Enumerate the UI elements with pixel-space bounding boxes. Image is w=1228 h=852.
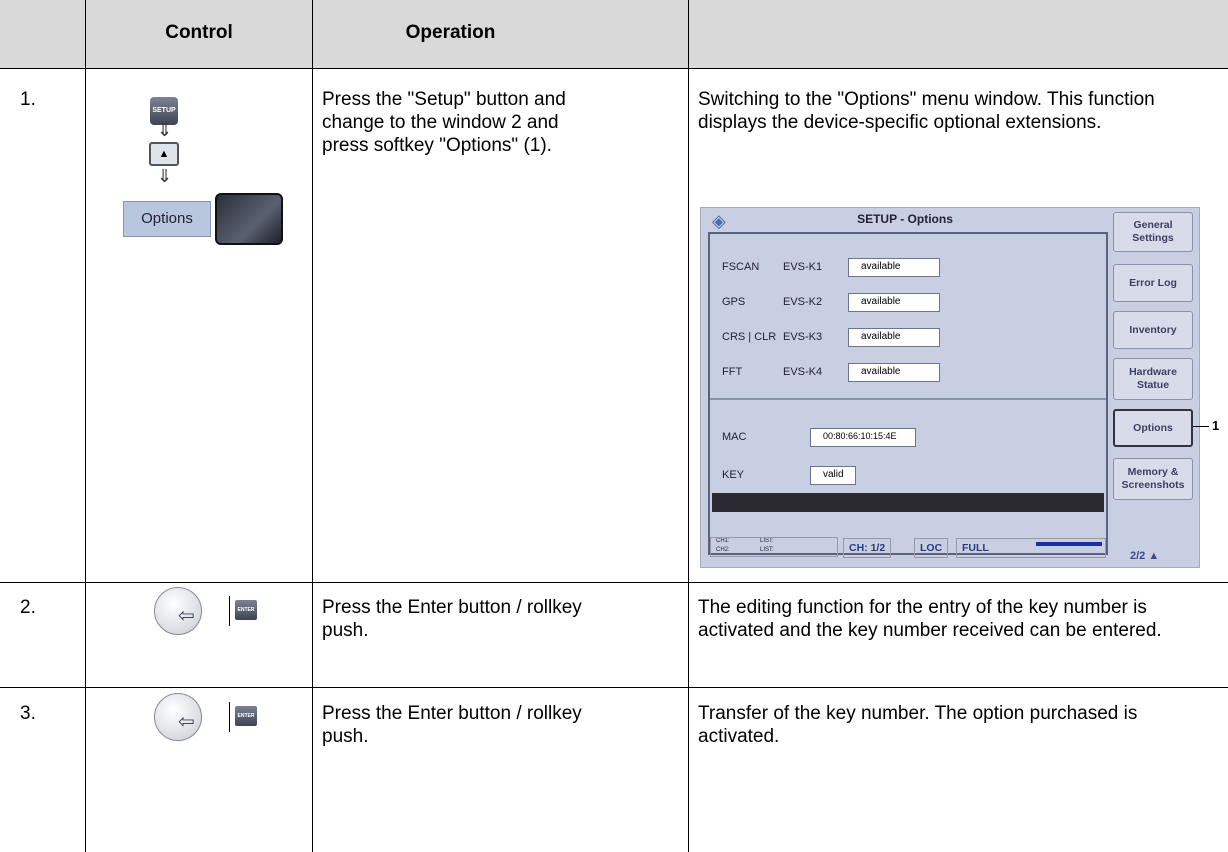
rollkey [154, 693, 202, 741]
col-line [312, 0, 313, 852]
status-left: LIST: [760, 547, 774, 553]
rollkey [154, 587, 202, 635]
option-name: FSCAN [722, 261, 760, 273]
description: Switching to the "Options" menu window. … [698, 89, 1155, 133]
option-name: CRS | CLR [722, 331, 777, 343]
enter-button: ENTER [235, 600, 257, 620]
softkey: Options [1113, 409, 1193, 447]
operation: Press the Enter button / rollkey push. [322, 597, 582, 641]
status-left: LIST: [760, 538, 774, 544]
softkey: General Settings [1113, 212, 1193, 252]
up-button: ▲ [149, 142, 179, 166]
mac-label: MAC [722, 431, 747, 443]
col-line [688, 0, 689, 852]
divider [710, 398, 1106, 400]
loc: LOC [914, 538, 949, 558]
softkey: Error Log [1113, 264, 1193, 302]
description: The editing function for the entry of th… [698, 597, 1162, 641]
softkey-button [215, 193, 283, 245]
step: 1. [20, 89, 36, 110]
push-arrow: ⇦ [178, 605, 195, 627]
row-line [0, 68, 1228, 69]
full: FULL [956, 538, 1106, 558]
step: 3. [20, 703, 36, 724]
header-cell: Control [165, 22, 233, 43]
status-left: CH1: [716, 538, 730, 544]
softkey: Inventory [1113, 311, 1193, 349]
page-indicator: 2/2 ▲ [1130, 550, 1160, 562]
arrow: ⇓ [157, 166, 173, 186]
option-code: EVS-K2 [783, 296, 823, 308]
option-name: GPS [722, 296, 746, 308]
step: 2. [20, 597, 36, 618]
row-line [0, 582, 1228, 583]
key-label: KEY [722, 469, 745, 481]
push-arrow: ⇦ [178, 711, 195, 733]
entry-bar [712, 493, 1104, 512]
option-status: available [848, 363, 940, 382]
setup-button: SETUP [150, 97, 178, 125]
row-line [0, 687, 1228, 688]
enter-button: ENTER [235, 706, 257, 726]
separator [229, 702, 230, 732]
panel [708, 232, 1108, 555]
channel: CH: 1/2 [843, 538, 892, 558]
header-cell: Operation [405, 22, 496, 43]
status-left: CH2: [716, 547, 730, 553]
mac-value: 00:80:66:10:15:4E [810, 428, 916, 447]
logo: ◈ [712, 211, 726, 231]
softkey: Hardware Statue [1113, 358, 1193, 400]
screen-title: SETUP - Options [857, 212, 953, 226]
option-status: available [848, 293, 940, 312]
option-status: available [848, 258, 940, 277]
arrow: ⇓ [157, 120, 173, 140]
header-bg [0, 0, 1228, 68]
option-code: EVS-K4 [783, 366, 823, 378]
softkey: Memory & Screenshots [1113, 458, 1193, 500]
options-label: Options [123, 201, 211, 237]
callout-line [1193, 426, 1209, 427]
option-status: available [848, 328, 940, 347]
level-bar [1036, 542, 1102, 546]
status-box [710, 537, 838, 557]
option-code: EVS-K1 [783, 261, 823, 273]
separator [229, 596, 230, 626]
operation: Press the "Setup" button and change to t… [322, 89, 566, 156]
col-line [85, 0, 86, 852]
option-name: FFT [722, 366, 743, 378]
key-value: valid [810, 466, 856, 485]
option-code: EVS-K3 [783, 331, 823, 343]
operation: Press the Enter button / rollkey push. [322, 703, 582, 747]
description: Transfer of the key number. The option p… [698, 703, 1138, 747]
callout: 1 [1212, 418, 1220, 433]
